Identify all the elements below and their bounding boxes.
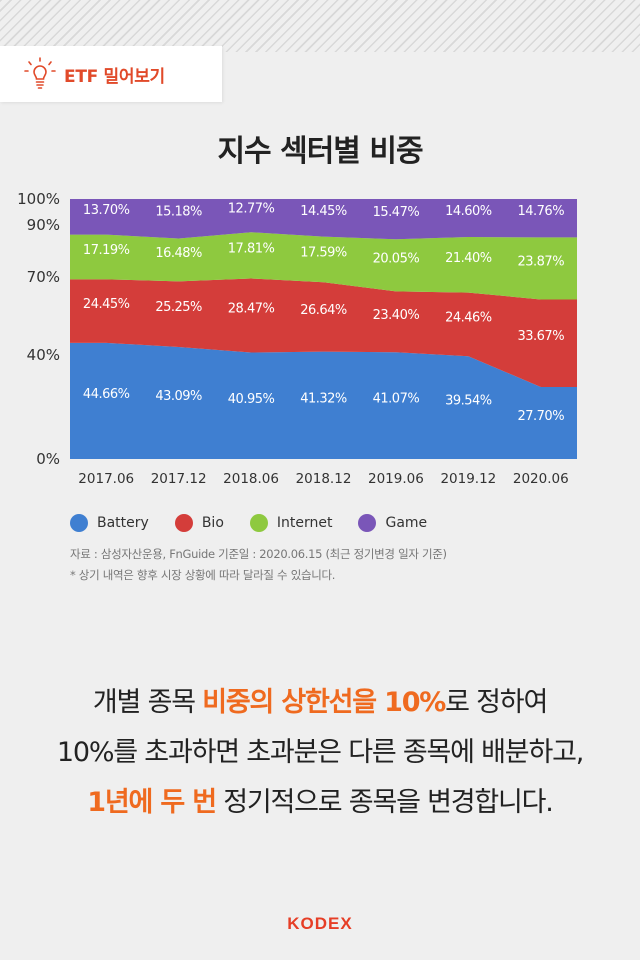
- data-label-game: 15.18%: [155, 205, 202, 220]
- series-area-bio: [70, 278, 577, 387]
- x-tick-label: 2019.12: [440, 471, 496, 487]
- data-label-bio: 33.67%: [517, 329, 564, 344]
- x-tick-label: 2018.06: [223, 471, 279, 487]
- header-badge: ETF 밀어보기: [0, 46, 222, 102]
- series-area-internet: [70, 232, 577, 300]
- headline-text: 정기적으로 종목을 변경합니다.: [215, 787, 554, 818]
- data-label-internet: 17.81%: [228, 241, 275, 256]
- data-label-battery: 39.54%: [445, 394, 492, 409]
- data-label-bio: 28.47%: [228, 302, 275, 317]
- data-label-battery: 41.32%: [300, 391, 347, 406]
- legend-item-internet: Internet: [249, 514, 333, 532]
- x-tick-label: 2018.12: [296, 471, 352, 487]
- data-label-bio: 24.45%: [83, 297, 130, 312]
- data-label-bio: 25.25%: [155, 300, 202, 315]
- headline-text: 로 정하여: [445, 687, 548, 718]
- x-tick-label: 2020.06: [513, 471, 569, 487]
- data-label-internet: 20.05%: [373, 251, 420, 266]
- data-label-internet: 17.59%: [300, 245, 347, 260]
- data-label-internet: 17.19%: [83, 243, 130, 258]
- legend-label: Internet: [276, 515, 333, 531]
- legend-item-game: Game: [358, 514, 427, 532]
- series-area-battery: [70, 342, 577, 459]
- decorative-stripes: [0, 0, 640, 52]
- data-label-game: 14.76%: [517, 204, 564, 219]
- data-label-battery: 40.95%: [228, 392, 275, 407]
- source-note: 자료 : 삼성자산운용, FnGuide 기준일 : 2020.06.15 (최…: [70, 547, 447, 561]
- data-label-battery: 41.07%: [373, 392, 420, 407]
- disclaimer-note: * 상기 내역은 향후 시장 상황에 따라 달라질 수 있습니다.: [70, 568, 336, 582]
- data-label-game: 14.60%: [445, 204, 492, 219]
- legend-label: Game: [385, 515, 428, 531]
- data-label-internet: 16.48%: [155, 246, 202, 261]
- headline-line-3: 1년에 두 번 정기적으로 종목을 변경합니다.: [0, 780, 640, 819]
- legend-swatch: [249, 514, 268, 532]
- headline-highlight: 1년에 두 번: [87, 787, 217, 818]
- headline-line-2: 10%를 초과하면 초과분은 다른 종목에 배분하고,: [0, 730, 640, 769]
- y-tick-label: 90%: [27, 216, 60, 234]
- data-label-game: 14.45%: [300, 204, 347, 219]
- y-tick-label: 0%: [36, 450, 60, 468]
- stacked-area-chart: 44.66% 43.09% 40.95% 41.32% 41.07% 39.54% 27.7…: [17, 190, 577, 487]
- badge-label: ETF 밀어보기: [64, 66, 165, 87]
- headline-text: 10%를 초과하면 초과분은 다른 종목에 배분하고,: [56, 737, 584, 768]
- data-label-battery: 27.70%: [517, 409, 564, 424]
- y-tick-label: 40%: [27, 346, 60, 364]
- legend-label: Battery: [97, 515, 149, 531]
- headline-text: 개별 종목: [92, 687, 203, 718]
- y-tick-label: 70%: [27, 268, 60, 286]
- x-tick-label: 2019.06: [368, 471, 424, 487]
- data-label-internet: 23.87%: [517, 254, 564, 269]
- kodex-logo: KODEX: [287, 914, 353, 933]
- data-label-battery: 44.66%: [83, 387, 130, 402]
- data-label-bio: 26.64%: [300, 303, 347, 318]
- legend-item-battery: Battery: [70, 514, 149, 532]
- legend-label: Bio: [201, 515, 224, 531]
- x-tick-label: 2017.06: [78, 471, 134, 487]
- x-tick-label: 2017.12: [151, 471, 207, 487]
- legend-swatch: [70, 514, 88, 532]
- legend-swatch: [358, 514, 377, 532]
- data-label-internet: 21.40%: [445, 251, 492, 266]
- data-label-game: 15.47%: [373, 205, 420, 220]
- series-area-game: [70, 199, 577, 240]
- y-tick-label: 100%: [17, 190, 60, 208]
- data-label-battery: 43.09%: [155, 389, 202, 404]
- chart-title: 지수 섹터별 비중: [217, 134, 423, 169]
- legend-item-bio: Bio: [174, 514, 224, 532]
- headline-highlight: 비중의 상한선을 10%: [202, 687, 446, 718]
- headline-line-1: 개별 종목 비중의 상한선을 10%로 정하여: [0, 680, 640, 719]
- chart-legend: Battery Bio Internet Game: [70, 514, 427, 532]
- lightbulb-icon: [24, 57, 56, 89]
- data-label-bio: 23.40%: [373, 308, 420, 323]
- data-label-bio: 24.46%: [445, 310, 492, 325]
- legend-swatch: [174, 514, 193, 532]
- data-label-game: 12.77%: [228, 202, 275, 217]
- data-label-game: 13.70%: [83, 203, 130, 218]
